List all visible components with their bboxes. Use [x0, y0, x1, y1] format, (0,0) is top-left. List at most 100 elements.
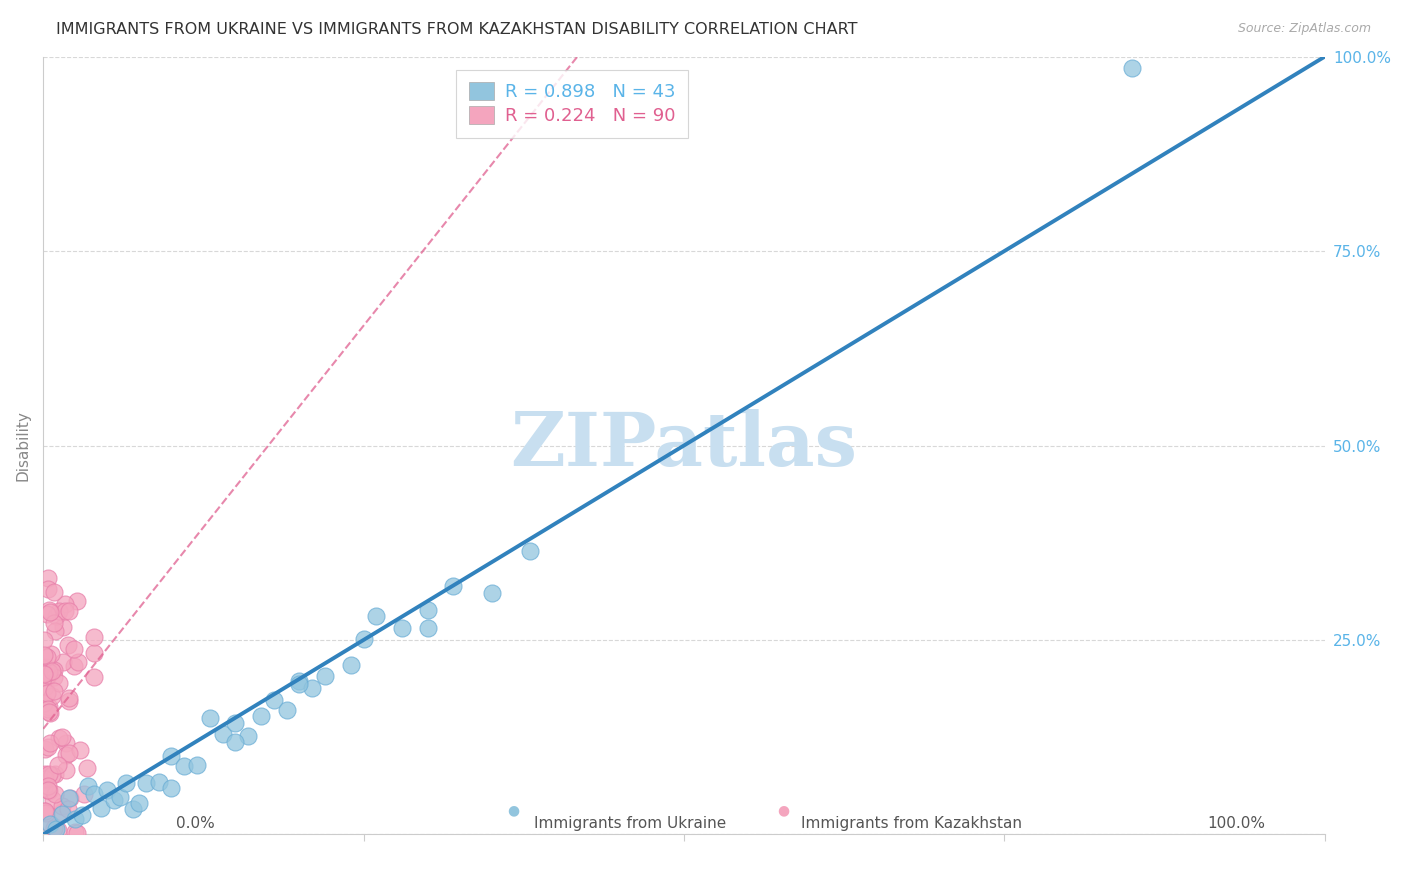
Point: [42, 822, 65, 836]
Point: [173, 759, 195, 773]
Point: [58, 802, 80, 816]
Point: [38, 736, 60, 750]
Point: [34, 772, 56, 786]
Point: [66, 594, 89, 608]
Point: [34, 665, 56, 680]
Point: [38, 665, 60, 680]
Point: [41, 690, 63, 704]
Point: [34, 804, 56, 818]
Point: [37, 667, 59, 681]
Point: [53, 597, 76, 611]
Text: ZIPatlas: ZIPatlas: [510, 409, 858, 482]
Point: [288, 674, 311, 689]
Point: [58, 694, 80, 708]
Point: [83, 646, 105, 660]
Point: [34, 648, 56, 662]
Point: [301, 681, 323, 695]
Point: [46, 823, 69, 838]
Point: [34, 696, 56, 710]
Point: [55, 763, 77, 777]
Point: [35, 662, 58, 676]
Point: [45, 822, 67, 836]
Point: [416, 621, 439, 635]
Point: [35, 686, 58, 700]
Point: [44, 767, 66, 781]
Point: [58, 604, 80, 618]
Point: [77, 780, 100, 794]
Point: [37, 607, 59, 621]
Point: [250, 709, 273, 723]
Point: [115, 776, 138, 790]
Point: [34, 767, 56, 781]
Point: [34, 768, 56, 782]
Point: [42, 683, 65, 698]
Y-axis label: Disability: Disability: [15, 410, 30, 481]
Text: Immigrants from Kazakhstan: Immigrants from Kazakhstan: [801, 816, 1022, 831]
Point: [52, 656, 75, 670]
Point: [37, 650, 59, 665]
Point: [37, 779, 59, 793]
Point: [90, 800, 112, 814]
Point: [135, 776, 157, 790]
Point: [38, 603, 60, 617]
Text: 100.0%: 100.0%: [1208, 816, 1265, 831]
Point: [34, 670, 56, 684]
Point: [51, 799, 73, 814]
Point: [339, 658, 361, 673]
Point: [42, 793, 65, 807]
Point: [34, 804, 56, 818]
Point: [59, 791, 82, 805]
Point: [44, 788, 66, 802]
Point: [160, 749, 183, 764]
Point: [519, 543, 541, 558]
Point: [58, 791, 80, 805]
Point: [70, 808, 93, 822]
Point: [38, 666, 60, 681]
Point: [76, 761, 98, 775]
Text: IMMIGRANTS FROM UKRAINE VS IMMIGRANTS FROM KAZAKHSTAN DISABILITY CORRELATION CHA: IMMIGRANTS FROM UKRAINE VS IMMIGRANTS FR…: [56, 22, 858, 37]
Point: [35, 670, 58, 684]
Point: [224, 715, 246, 730]
Point: [441, 579, 464, 593]
Legend: R = 0.898   N = 43, R = 0.224   N = 90: R = 0.898 N = 43, R = 0.224 N = 90: [456, 70, 688, 138]
Point: [416, 603, 439, 617]
Point: [34, 666, 56, 681]
Point: [481, 586, 503, 600]
Text: Immigrants from Ukraine: Immigrants from Ukraine: [534, 816, 727, 831]
Point: [38, 766, 60, 780]
Point: [238, 729, 260, 743]
Point: [39, 706, 62, 720]
Point: [83, 670, 105, 684]
Point: [37, 740, 59, 755]
Point: [37, 571, 59, 585]
Point: [34, 633, 56, 648]
Point: [42, 670, 65, 684]
Point: [42, 663, 65, 677]
Point: [65, 812, 87, 826]
Point: [58, 690, 80, 705]
Point: [103, 793, 125, 807]
Point: [1121, 62, 1143, 76]
Point: [122, 802, 145, 816]
Point: [38, 700, 60, 714]
Point: [48, 731, 70, 746]
Point: [34, 660, 56, 674]
Point: [34, 780, 56, 795]
Point: [39, 647, 62, 661]
Point: [63, 825, 86, 839]
Point: [56, 638, 79, 652]
Point: [37, 783, 59, 797]
Point: [160, 780, 183, 795]
Point: [66, 655, 89, 669]
Text: ●: ●: [778, 803, 789, 817]
Point: [198, 711, 221, 725]
Point: [41, 768, 63, 782]
Point: [41, 664, 63, 678]
Point: [83, 787, 105, 801]
Text: ●: ●: [508, 803, 519, 817]
Point: [62, 658, 84, 673]
Point: [37, 582, 59, 596]
Point: [46, 757, 69, 772]
Point: [276, 703, 298, 717]
Point: [69, 743, 91, 757]
